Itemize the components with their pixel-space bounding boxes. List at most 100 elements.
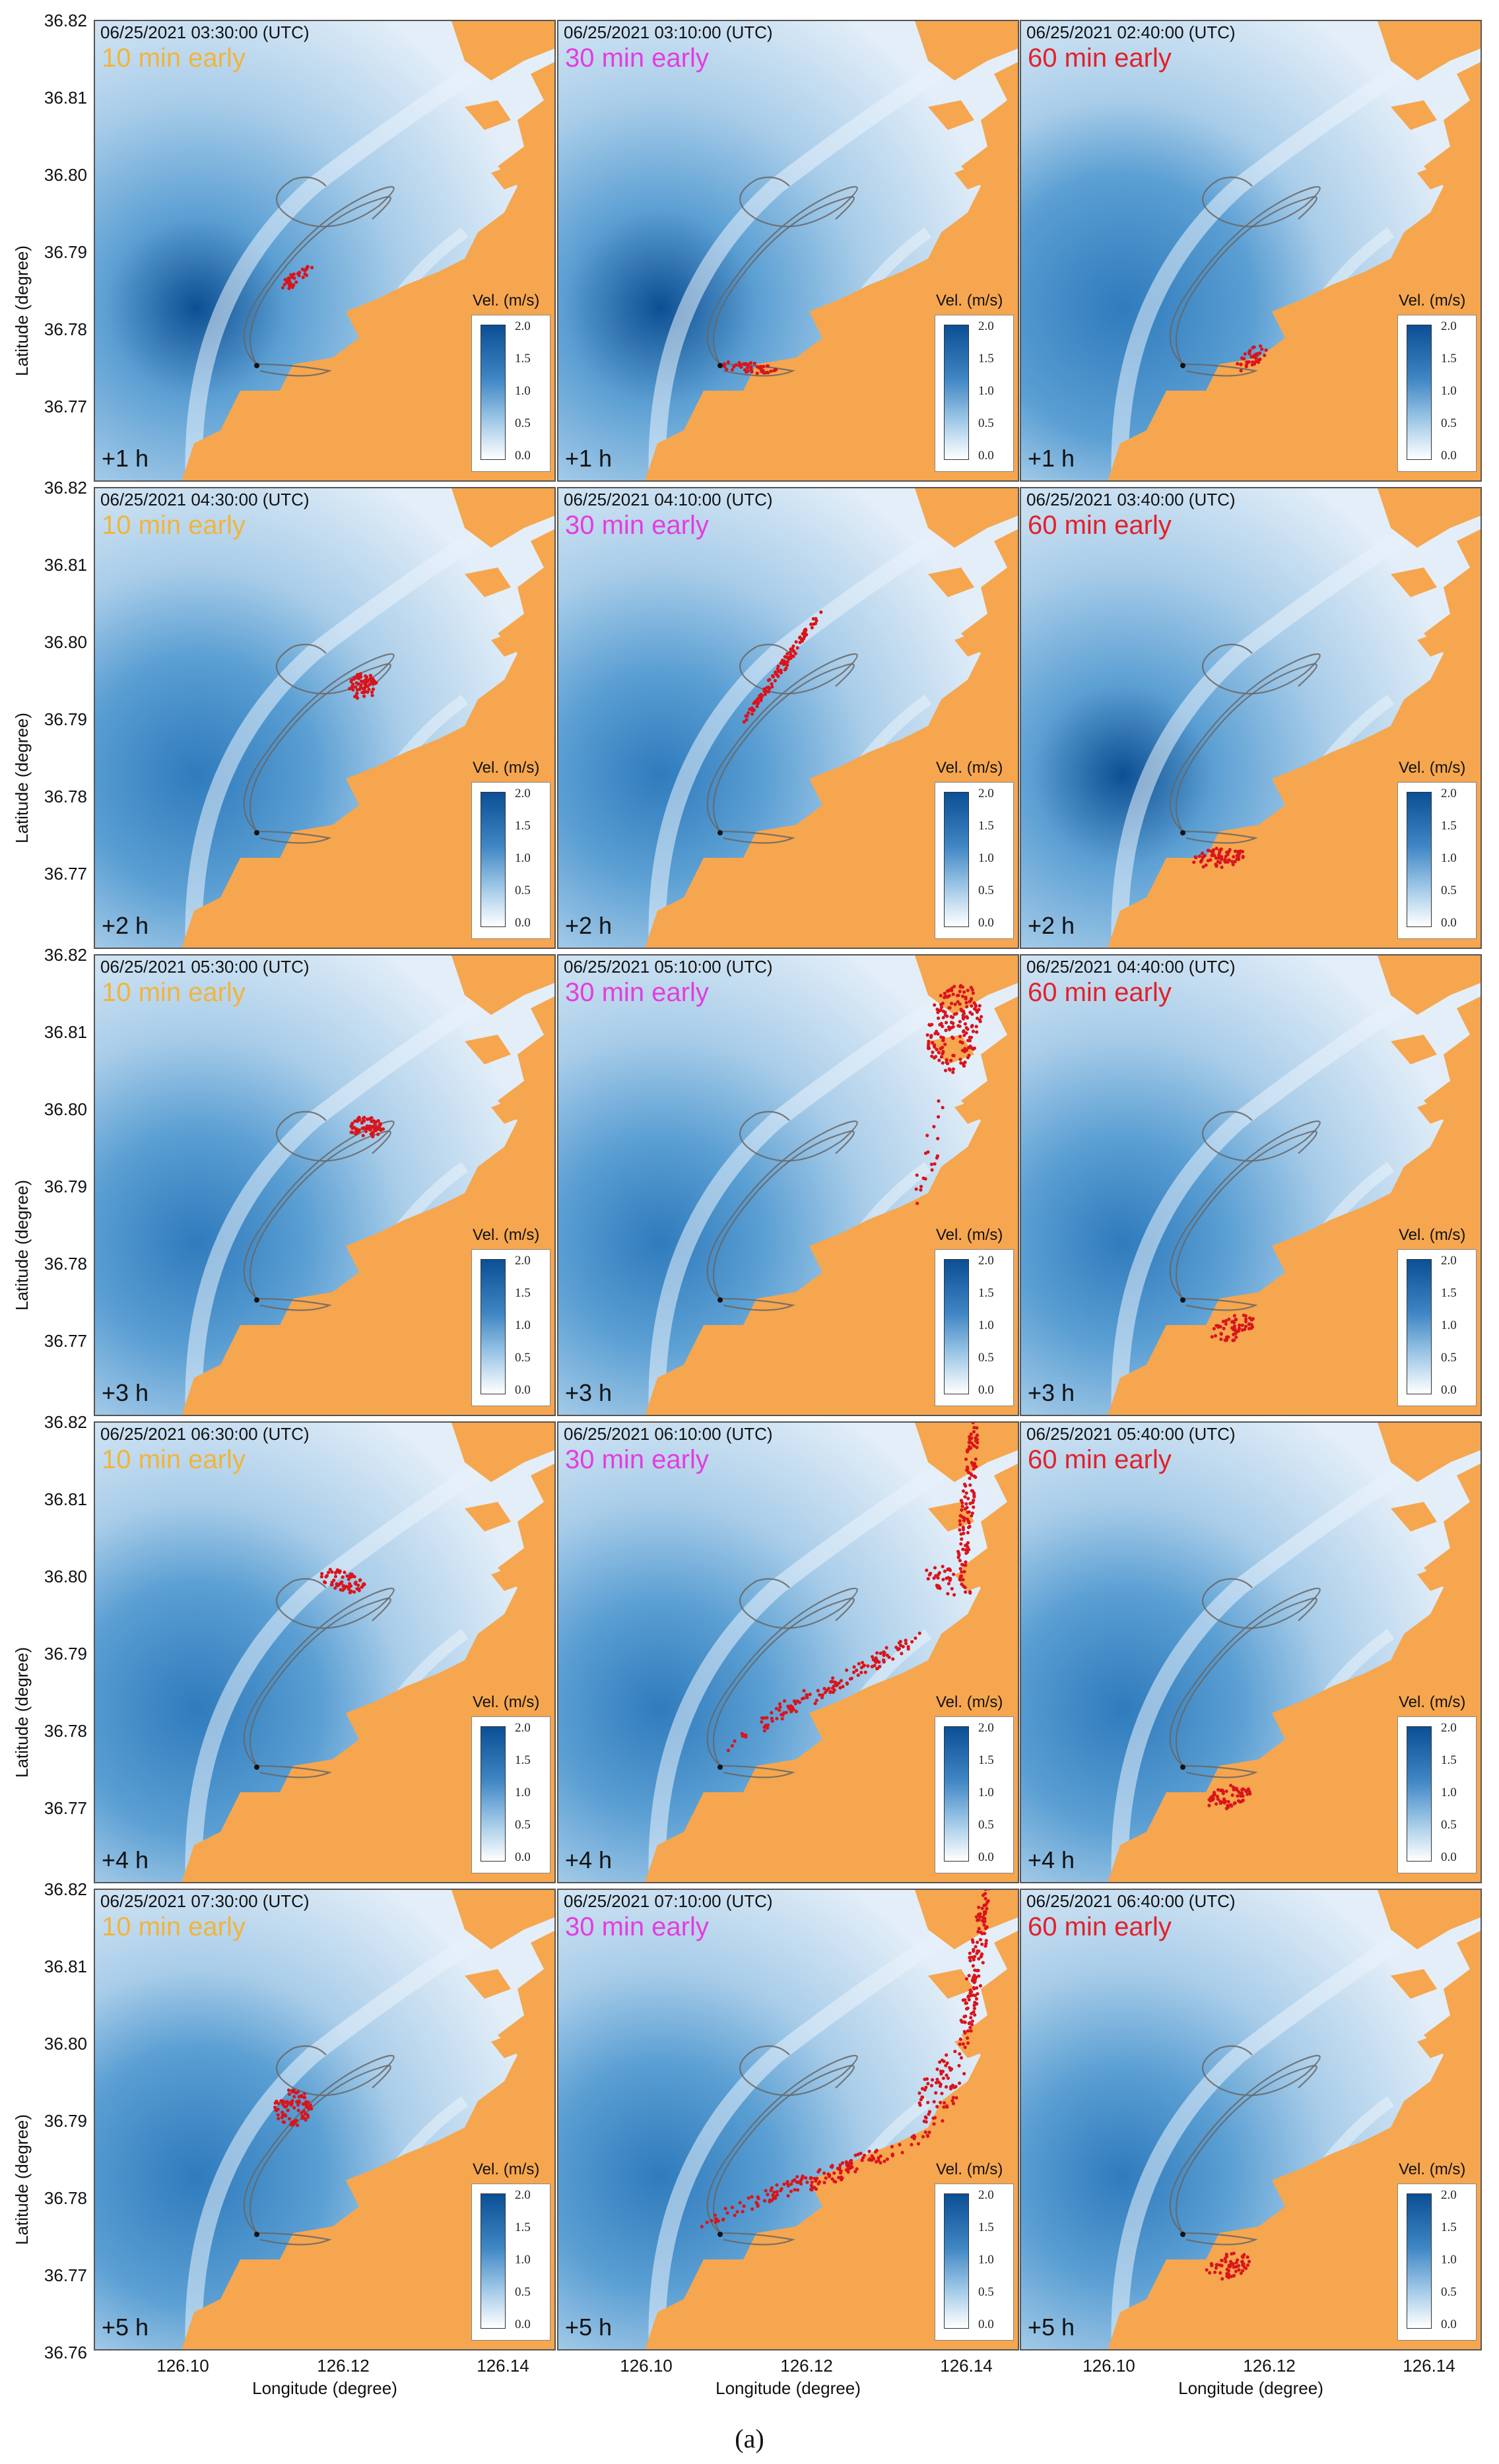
oil-particle-cloud [348,672,378,700]
oil-particle [962,1064,966,1068]
oil-particle [965,1505,969,1510]
oil-particle [950,2083,954,2087]
oil-particle [963,1022,968,1026]
oil-particle [845,1682,849,1686]
timestamp-label: 06/25/2021 05:30:00 (UTC) [100,957,310,977]
x-tick-label: 126.14 [940,2356,993,2376]
oil-particle [904,1641,908,1646]
oil-particle [940,1005,944,1009]
oil-particle [799,2178,803,2182]
y-tick-label: 36.80 [44,165,87,185]
oil-particle [977,1905,981,1910]
oil-particle [962,2071,966,2076]
colorbar-tick-label: 0.5 [515,416,531,430]
oil-particle [946,2076,950,2080]
oil-particle [351,682,355,686]
oil-particle [960,1570,964,1574]
ship-track [756,176,790,187]
oil-particle [793,2188,797,2192]
oil-particle [772,2196,776,2201]
oil-particle [933,1043,937,1047]
oil-particle [1218,1324,1222,1329]
oil-particle [1237,1326,1242,1330]
ship-track [256,1297,332,1311]
oil-particle [1224,2252,1228,2256]
oil-particle [1200,852,1204,856]
colorbar-title: Vel. (m/s) [473,292,540,309]
land-area [491,630,531,657]
colorbar-tick-label: 0.0 [1441,916,1457,930]
oil-particle [795,2175,799,2179]
oil-particle [927,1047,931,1051]
oil-particle [939,1047,943,1051]
oil-particle [910,2143,914,2147]
oil-particle [803,628,807,632]
colorbar-gradient [481,1259,506,1394]
colorbar-title: Vel. (m/s) [473,2160,540,2178]
y-tick-label: 36.77 [44,1331,87,1351]
oil-particle [292,2094,296,2098]
oil-particle [742,720,747,724]
oil-particle [1220,865,1224,870]
oil-particle [759,692,763,697]
oil-particle [931,1041,935,1045]
oil-particle [376,1132,380,1136]
oil-particle [973,2001,977,2005]
timestamp-label: 06/25/2021 03:30:00 (UTC) [100,22,310,42]
oil-particle [968,2026,972,2030]
oil-particle [965,1465,970,1469]
oil-particle [1220,2258,1224,2263]
ship-track [249,1598,391,1767]
oil-particle [744,1734,748,1737]
oil-particle [789,2189,793,2193]
oil-particle [349,1124,354,1128]
velocity-band [648,1455,960,1882]
land-area [451,1423,554,1482]
oil-particle [302,2092,306,2096]
oil-particle [973,1955,977,1959]
oil-particle [713,2213,717,2217]
oil-particle [1234,1329,1238,1333]
oil-particle [944,2063,948,2067]
oil-particle [303,269,307,273]
oil-particle [917,1631,921,1635]
y-tick-label: 36.77 [44,864,87,884]
oil-particle [935,1048,939,1052]
ship-track [243,1580,395,1767]
velocity-band [185,1455,496,1882]
oil-particle [284,2100,288,2104]
oil-particle [771,675,775,679]
land-area [645,1464,1018,1882]
ship-track [706,646,858,832]
oil-particle [969,1046,974,1050]
oil-particle [354,694,358,698]
oil-particle [928,1023,932,1027]
oil-particle [1215,1794,1219,1799]
oil-particle [801,632,805,636]
oil-particle [788,650,792,655]
ship-track [706,1580,858,1767]
elapsed-hours-label: +2 h [565,912,613,939]
oil-particle [1221,1320,1226,1324]
oil-particle [1214,1802,1218,1806]
oil-particle [1236,856,1240,860]
oil-particle [975,1940,980,1945]
oil-particle [750,2195,754,2199]
land-area [915,956,1018,1015]
oil-particle [958,1020,962,1023]
oil-particle [1233,849,1238,853]
oil-particle [352,677,356,681]
oil-particle [941,2119,945,2123]
oil-particle [749,365,753,370]
oil-particle [745,366,750,370]
land-area [1325,2190,1364,2220]
oil-particle-cloud [1210,1313,1255,1342]
oil-particle [1232,1332,1236,1336]
oil-particle [972,1001,976,1005]
oil-particle [364,676,368,680]
oil-particle [937,2080,941,2085]
ship-track [706,179,858,365]
oil-particle [945,1014,949,1018]
oil-particle [915,1202,919,1206]
oil-particle [1242,2262,1246,2266]
